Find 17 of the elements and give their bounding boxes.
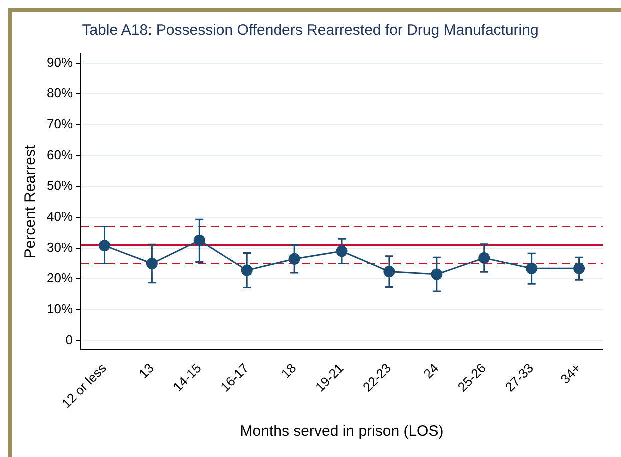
- chart-title: Table A18: Possession Offenders Rearrested for Drug Manufacturing: [82, 22, 539, 40]
- x-tick-label: 13: [136, 360, 157, 382]
- x-tick-label: 24: [420, 360, 442, 382]
- y-tick-label: 10%: [46, 302, 74, 317]
- y-tick-label: 50%: [46, 178, 74, 194]
- y-tick-label: 40%: [46, 209, 74, 224]
- y-tick-label: 20%: [46, 270, 74, 286]
- y-tick-label: 30%: [46, 240, 74, 255]
- x-tick-label: 12 or less: [58, 360, 110, 412]
- y-tick-label: 80%: [46, 86, 74, 101]
- y-tick-label: 90%: [46, 54, 74, 70]
- x-tick-label: 34+: [558, 360, 584, 387]
- y-axis-title: Percent Rearrest: [22, 144, 40, 259]
- y-tick-label: 60%: [46, 147, 74, 162]
- y-tick-label: 0: [66, 332, 74, 348]
- y-tick-label: 70%: [46, 116, 74, 132]
- x-tick-label: 18: [278, 360, 300, 382]
